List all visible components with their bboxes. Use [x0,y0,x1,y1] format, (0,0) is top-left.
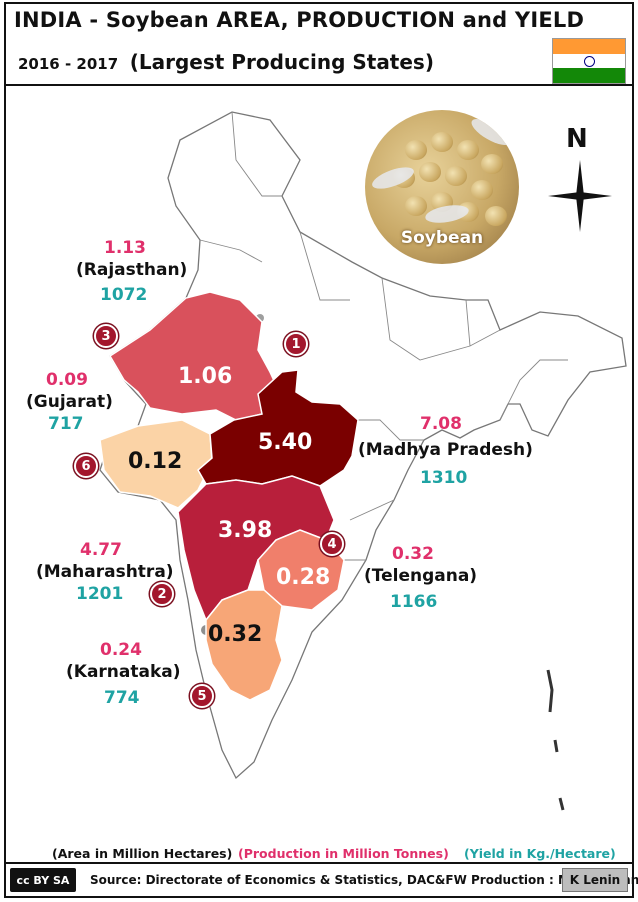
bean-image [445,166,467,186]
area-madhya-pradesh: 5.40 [258,430,313,455]
rank-badge-telangana: 4 [320,532,344,556]
yield-madhya-pradesh: 1310 [420,468,468,488]
state-name-rajasthan: (Rajasthan) [76,260,188,280]
area-gujarat: 0.12 [128,449,183,474]
state-name-telangana: (Telengana) [364,566,478,586]
area-rajasthan: 1.06 [178,364,233,389]
bean-image [405,140,427,160]
bean-image [485,206,507,226]
author-badge: K Lenin [562,868,628,892]
creative-commons-badge: cc BY SA [10,868,76,892]
flag-green-band [553,68,625,83]
legend-yield: (Yield in Kg./Hectare) [464,846,616,861]
bean-image [457,140,479,160]
production-karnataka: 0.24 [100,640,142,660]
ashoka-chakra-icon [584,56,595,67]
legend-production: (Production in Million Tonnes) [238,846,449,861]
footer: cc BY SA Source: Directorate of Economic… [4,862,638,898]
production-madhya-pradesh: 7.08 [420,414,462,434]
yield-maharashtra: 1201 [76,584,124,604]
rank-badge-maharashtra: 2 [150,582,174,606]
year-range: 2016 - 2017 [18,55,119,73]
subtitle: 2016 - 2017 (Largest Producing States) [18,50,434,74]
production-telangana: 0.32 [392,544,434,564]
yield-telangana: 1166 [390,592,438,612]
photo-caption: Soybean [400,228,484,248]
flag-saffron-band [553,39,625,54]
map-panel [4,86,634,862]
yield-gujarat: 717 [48,414,84,434]
state-name-maharashtra: (Maharashtra) [36,562,174,582]
area-karnataka: 0.32 [208,622,263,647]
legend-area: (Area in Million Hectares) [52,846,233,861]
yield-karnataka: 774 [104,688,140,708]
bean-image [405,196,427,216]
state-name-gujarat: (Gujarat) [26,392,113,412]
state-karnataka [205,589,283,701]
bean-image [481,154,503,174]
bean-image [471,180,493,200]
rank-badge-gujarat: 6 [74,454,98,478]
production-rajasthan: 1.13 [104,238,146,258]
page-title: INDIA - Soybean AREA, PRODUCTION and YIE… [14,8,585,32]
state-name-karnataka: (Karnataka) [66,662,181,682]
rank-badge-karnataka: 5 [190,684,214,708]
india-flag-icon [552,38,626,84]
bean-image [431,132,453,152]
rank-badge-madhya-pradesh: 1 [284,332,308,356]
production-maharashtra: 4.77 [80,540,122,560]
state-name-madhya-pradesh: (Madhya Pradesh) [358,440,533,460]
soybean-photo: Soybean [365,110,519,264]
area-telangana: 0.28 [276,565,331,590]
source-note: Source: Directorate of Economics & Stati… [90,873,638,887]
area-maharashtra: 3.98 [218,518,273,543]
header: INDIA - Soybean AREA, PRODUCTION and YIE… [4,2,634,86]
pod-image [369,162,417,194]
yield-rajasthan: 1072 [100,285,148,305]
rank-badge-rajasthan: 3 [94,324,118,348]
bean-image [419,162,441,182]
subtitle-text: (Largest Producing States) [129,50,434,74]
compass-icon [548,160,612,232]
state-borders [199,111,568,561]
production-gujarat: 0.09 [46,370,88,390]
andaman-islands [546,669,565,811]
north-label: N [566,124,588,154]
state-gujarat [99,419,213,509]
